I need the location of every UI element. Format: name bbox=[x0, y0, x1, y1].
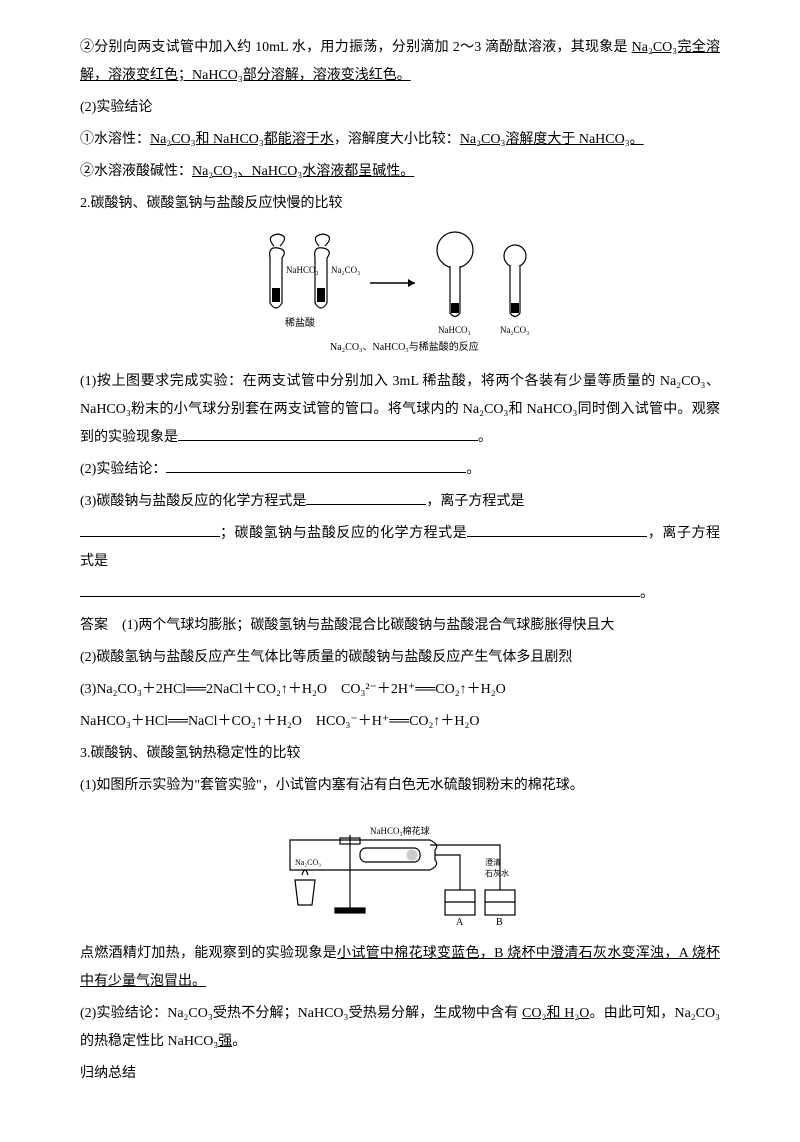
label: Na₂CO₃ bbox=[331, 265, 360, 275]
paragraph: (3)碳酸钠与盐酸反应的化学方程式是 ，离子方程式是 bbox=[80, 488, 720, 516]
underlined-answer: Na₂CO₃、NaHCO₃水溶液都呈碱性。 bbox=[192, 164, 414, 179]
paragraph: ②分别向两支试管中加入约 10mL 水，用力振荡，分别滴加 2～3 滴酚酞溶液，… bbox=[80, 34, 720, 90]
section-heading: 归纳总结 bbox=[80, 1060, 720, 1088]
answer-line: 答案 (1)两个气球均膨胀；碳酸氢钠与盐酸混合比碳酸钠与盐酸混合气球膨胀得快且大 bbox=[80, 612, 720, 640]
document-page: ②分别向两支试管中加入约 10mL 水，用力振荡，分别滴加 2～3 滴酚酞溶液，… bbox=[0, 0, 800, 1142]
text: ①水溶性： bbox=[80, 132, 150, 147]
text: ，离子方程式是 bbox=[426, 494, 524, 509]
label: Na₂CO₃ bbox=[295, 858, 321, 867]
answer-line: (3)Na₂CO₃＋2HCl══2NaCl＋CO₂↑＋H₂O CO₃²⁻＋2H⁺… bbox=[80, 676, 720, 704]
figure-caption: Na₂CO₃、NaHCO₃与稀盐酸的反应 bbox=[330, 340, 479, 353]
text: (3)碳酸钠与盐酸反应的化学方程式是 bbox=[80, 494, 306, 509]
blank-fill bbox=[166, 458, 466, 473]
label: 澄清 bbox=[485, 857, 501, 867]
answer-line: (2)碳酸氢钠与盐酸反应产生气体比等质量的碳酸钠与盐酸反应产生气体多且剧烈 bbox=[80, 644, 720, 672]
underlined-answer: Na₂CO₃和 NaHCO₃都能溶于水 bbox=[150, 132, 334, 147]
paragraph: ①水溶性：Na₂CO₃和 NaHCO₃都能溶于水，溶解度大小比较：Na₂CO₃溶… bbox=[80, 126, 720, 154]
label: 稀盐酸 bbox=[285, 316, 315, 329]
label: 石灰水 bbox=[485, 868, 509, 878]
paragraph: ②水溶液酸碱性：Na₂CO₃、NaHCO₃水溶液都呈碱性。 bbox=[80, 158, 720, 186]
blank-fill bbox=[178, 426, 478, 441]
underlined-answer: 强 bbox=[218, 1034, 232, 1049]
blank-fill bbox=[80, 522, 220, 537]
label: A bbox=[456, 917, 464, 928]
label: NaHCO₃ bbox=[438, 325, 471, 335]
experiment-diagram-2: NaHCO₃棉花球 Na₂CO₃ 澄清 石灰水 A B bbox=[80, 810, 720, 930]
text: ②分别向两支试管中加入约 10mL 水，用力振荡，分别滴加 2～3 滴酚酞溶液，… bbox=[80, 40, 628, 55]
paragraph: ；碳酸氢钠与盐酸反应的化学方程式是，离子方程式是 bbox=[80, 520, 720, 576]
paragraph: (2)实验结论：。 bbox=[80, 456, 720, 484]
answer-line: NaHCO₃＋HCl══NaCl＋CO₂↑＋H₂O HCO₃⁻＋H⁺══CO₂↑… bbox=[80, 708, 720, 736]
text: (2)实验结论： bbox=[80, 462, 166, 477]
label: NaHCO₃棉花球 bbox=[370, 825, 430, 836]
section-heading: 3.碳酸钠、碳酸氢钠热稳定性的比较 bbox=[80, 740, 720, 768]
text: ②水溶液酸碱性： bbox=[80, 164, 192, 179]
underlined-answer: Na₂CO₃溶解度大于 NaHCO₃。 bbox=[460, 132, 644, 147]
text: ，溶解度大小比较： bbox=[334, 132, 460, 147]
paragraph: (1)如图所示实验为"套管实验"，小试管内塞有沾有白色无水硫酸铜粉末的棉花球。 bbox=[80, 772, 720, 800]
text: 点燃酒精灯加热，能观察到的实验现象是 bbox=[80, 946, 337, 961]
blank-fill bbox=[306, 490, 426, 505]
label: NaHCO₃ bbox=[286, 265, 319, 275]
label: Na₂CO₃ bbox=[500, 325, 529, 335]
paragraph: (2)实验结论 bbox=[80, 94, 720, 122]
section-heading: 2.碳酸钠、碳酸氢钠与盐酸反应快慢的比较 bbox=[80, 190, 720, 218]
paragraph: 。 bbox=[80, 580, 720, 608]
blank-fill bbox=[467, 522, 647, 537]
underlined-answer: CO₂和 H₂O bbox=[522, 1006, 589, 1021]
experiment-diagram-1: NaHCO₃ Na₂CO₃ 稀盐酸 NaHCO₃ Na₂CO₃ Na₂CO₃、N… bbox=[80, 228, 720, 358]
text: 。 bbox=[232, 1034, 246, 1049]
paragraph: (1)按上图要求完成实验：在两支试管中分别加入 3mL 稀盐酸，将两个各装有少量… bbox=[80, 368, 720, 452]
label: B bbox=[496, 917, 503, 928]
text: (2)实验结论：Na₂CO₃受热不分解；NaHCO₃受热易分解，生成物中含有 bbox=[80, 1006, 522, 1021]
paragraph: 点燃酒精灯加热，能观察到的实验现象是小试管中棉花球变蓝色，B 烧杯中澄清石灰水变… bbox=[80, 940, 720, 996]
text: ；碳酸氢钠与盐酸反应的化学方程式是 bbox=[220, 526, 467, 541]
blank-fill bbox=[80, 582, 640, 597]
paragraph: (2)实验结论：Na₂CO₃受热不分解；NaHCO₃受热易分解，生成物中含有 C… bbox=[80, 1000, 720, 1056]
